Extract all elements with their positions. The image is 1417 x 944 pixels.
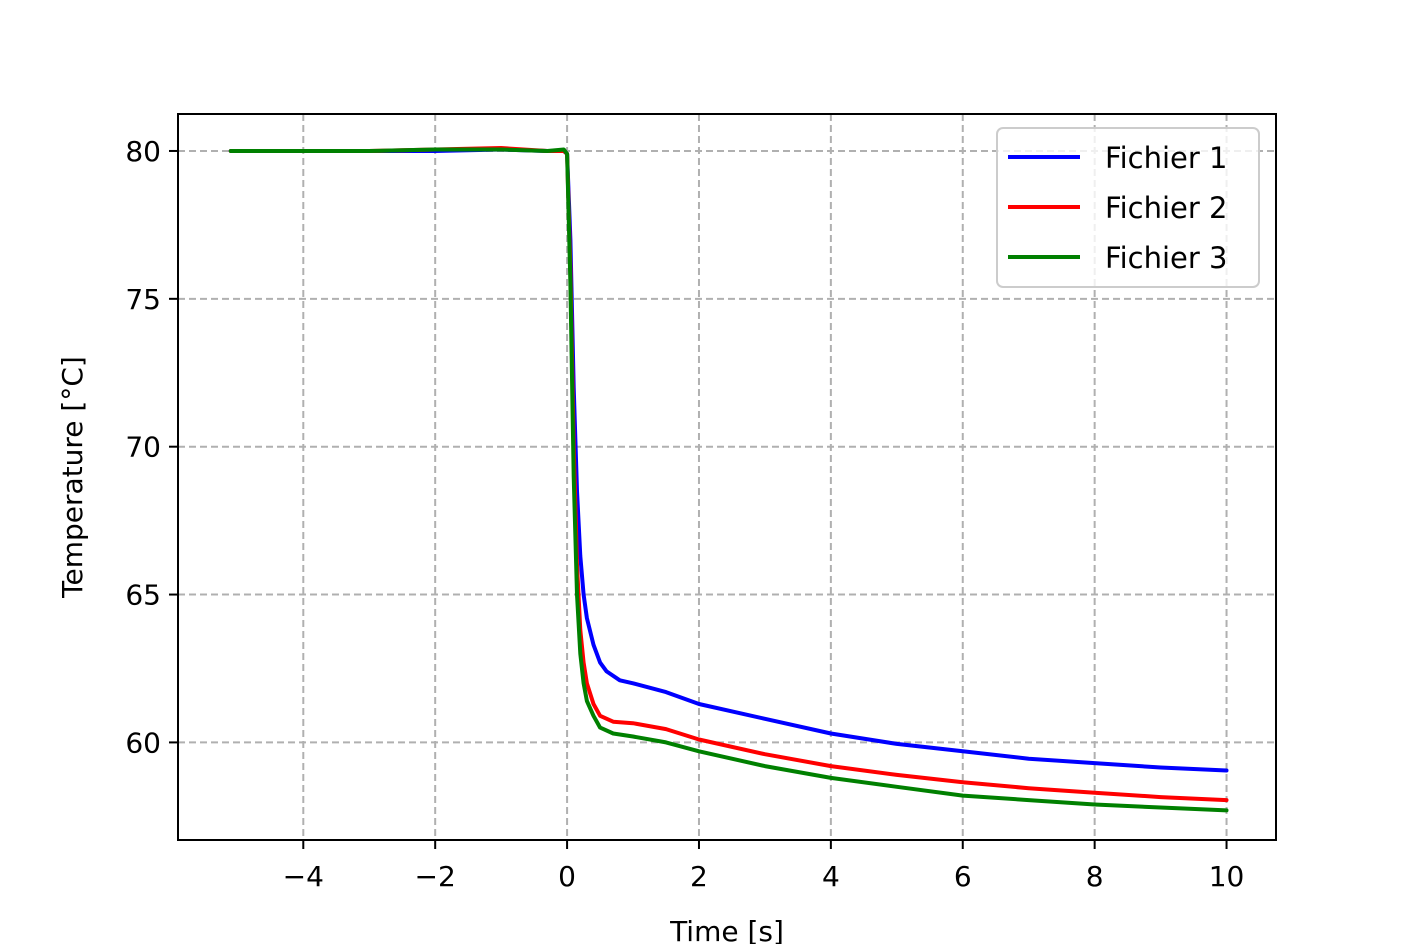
legend-items: Fichier 1 Fichier 2 Fichier 3 — [1008, 141, 1227, 275]
y-axis-label: Temperature [°C] — [56, 356, 89, 599]
axis-ticks: −4 −2 0 2 4 6 8 10 60 65 70 75 80 — [125, 135, 1244, 893]
y-tick-label: 70 — [125, 431, 161, 464]
plot-frame — [177, 113, 1277, 841]
x-tick-label: 0 — [558, 860, 576, 893]
legend-label-3: Fichier 3 — [1105, 241, 1227, 275]
x-tick-label: 2 — [690, 860, 708, 893]
x-tick-label: −2 — [415, 860, 456, 893]
x-tick-label: −4 — [283, 860, 324, 893]
y-tick-label: 80 — [125, 135, 161, 168]
y-tick-label: 60 — [125, 726, 161, 759]
x-tick-label: 8 — [1086, 860, 1104, 893]
x-tick-label: 4 — [822, 860, 840, 893]
series-lines — [228, 146, 1229, 813]
x-tick-label: 6 — [954, 860, 972, 893]
y-tick-label: 75 — [125, 283, 161, 316]
legend: Fichier 1 Fichier 2 Fichier 3 — [996, 127, 1260, 288]
legend-label-1: Fichier 1 — [1105, 141, 1227, 175]
x-axis-label: Time [s] — [669, 915, 784, 944]
legend-box — [996, 127, 1260, 288]
legend-label-2: Fichier 2 — [1105, 191, 1227, 225]
y-tick-label: 65 — [125, 579, 161, 612]
series-line-3 — [228, 147, 1229, 813]
x-tick-label: 10 — [1209, 860, 1245, 893]
